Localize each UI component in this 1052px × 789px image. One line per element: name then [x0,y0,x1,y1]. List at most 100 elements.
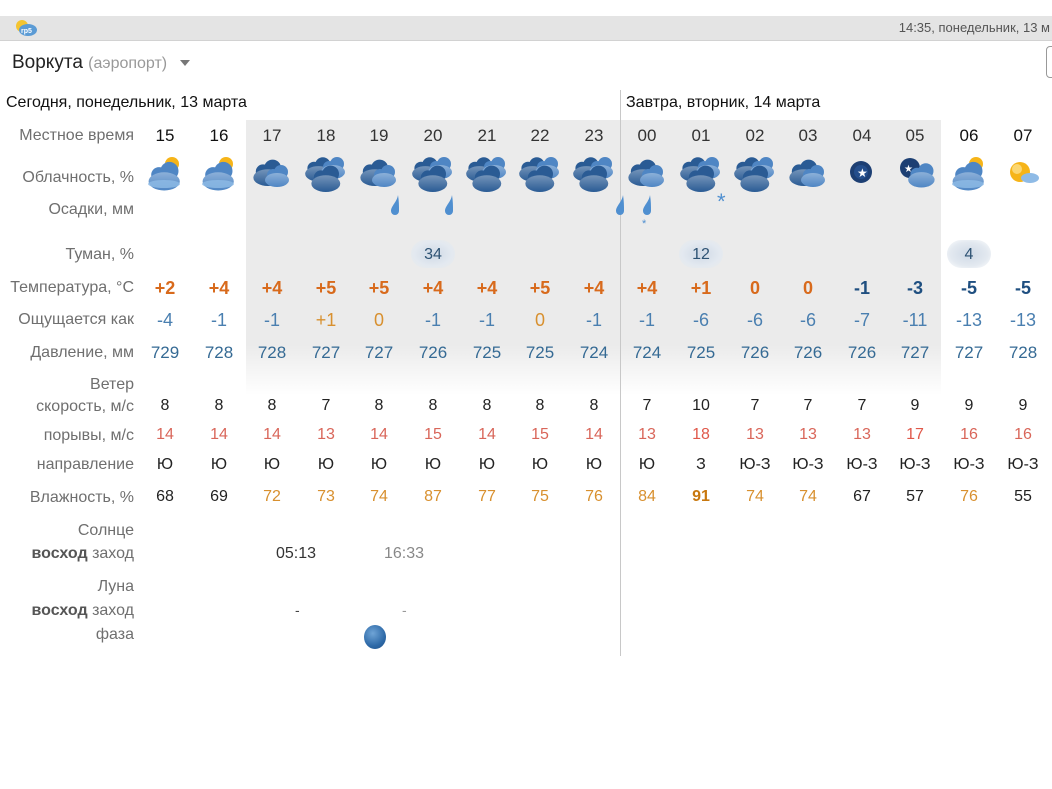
pressure-cell: 724 [632,343,662,362]
humidity-cell: 76 [960,488,978,505]
humidity-cell: 77 [478,488,496,505]
temp-cell: +4 [208,278,230,298]
label-sun: Солнце [77,522,134,539]
label-gusts: порывы, м/с [43,427,134,444]
humidity-cell: 76 [585,488,603,505]
hour-cell: 20 [423,126,443,145]
temp-cell: +4 [636,278,658,298]
direction-cell: Ю-З [953,456,985,473]
rain-drop-icon [388,194,402,221]
hour-cell: 04 [852,126,872,145]
pressure-cell: 727 [900,343,930,362]
label-pressure: Давление, мм [30,344,134,361]
temp-cell: -5 [1014,278,1031,298]
overcast-icon [678,152,724,192]
pressure-cell: 725 [472,343,502,362]
feels-cell: -1 [263,310,280,330]
hour-cell: 16 [209,126,229,145]
feels-cell: -1 [478,310,495,330]
humidity-cell: 87 [424,488,442,505]
label-feels: Ощущается как [18,311,134,328]
hour-cell: 06 [959,126,979,145]
wind-speed-cell: 8 [267,397,277,414]
label-wind-speed: скорость, м/с [36,398,134,415]
humidity-cell: 69 [210,488,228,505]
gust-cell: 14 [156,426,174,443]
pressure-cell: 729 [150,343,180,362]
humidity-cell: 55 [1014,488,1032,505]
temp-cell: -5 [960,278,977,298]
wind-speed-cell: 7 [803,397,813,414]
pressure-cell: 726 [740,343,770,362]
humidity-cell: 57 [906,488,924,505]
humidity-cell: 75 [531,488,549,505]
label-temp: Температура, °C [10,279,134,296]
gust-cell: 16 [960,426,978,443]
temp-cell: +5 [315,278,337,298]
wind-speed-cell: 8 [428,397,438,414]
pressure-cell: 724 [579,343,609,362]
temp-cell: +5 [529,278,551,298]
feels-cell: -6 [746,310,763,330]
city-sub: (аэропорт) [88,55,168,72]
wind-speed-cell: 10 [692,397,710,414]
hour-cell: 05 [905,126,925,145]
menu-button[interactable] [1046,46,1052,78]
direction-cell: Ю [638,456,656,473]
wind-speed-cell: 9 [964,397,974,414]
pressure-cell: 726 [793,343,823,362]
temp-cell: +4 [261,278,283,298]
fog-value: 12 [692,246,710,263]
humidity-cell: 74 [370,488,388,505]
label-sunset: заход [92,545,134,562]
pressure-cell: 726 [418,343,448,362]
location-selector[interactable]: Воркута (аэропорт) [12,52,191,74]
feels-cell: -1 [424,310,441,330]
waning-moon-icon [364,625,386,649]
gust-cell: 18 [692,426,710,443]
temp-cell: -3 [906,278,923,298]
overcast-icon [303,152,349,192]
top-margin [0,0,1052,16]
day-header-tomorrow: Завтра, вторник, 14 марта [626,94,821,111]
hour-cell: 17 [262,126,282,145]
humidity-cell: 68 [156,488,174,505]
wind-speed-cell: 7 [750,397,760,414]
label-moon: Луна [97,578,134,595]
feels-cell: -13 [1009,310,1036,330]
direction-cell: Ю [370,456,388,473]
temp-cell: +4 [422,278,444,298]
pressure-cell: 728 [204,343,234,362]
app-logo-icon: rp5 [16,20,37,36]
label-phase: фаза [95,626,134,643]
snowflake-icon: * [716,189,734,215]
humidity-cell: 67 [853,488,871,505]
gust-cell: 14 [210,426,228,443]
temp-cell: -1 [853,278,870,298]
sunset-time: 16:33 [384,545,425,562]
pressure-cell: 726 [847,343,877,362]
label-humidity: Влажность, % [29,489,134,506]
label-local-time: Местное время [19,127,134,144]
temp-cell: +4 [583,278,605,298]
humidity-cell: 74 [799,488,817,505]
direction-cell: Ю [156,456,174,473]
hour-cell: 03 [798,126,818,145]
gust-cell: 15 [424,426,442,443]
hour-cell: 15 [155,126,175,145]
partly-cloudy-icon [946,152,992,192]
overcast-icon [410,152,456,192]
gust-cell: 17 [906,426,924,443]
overcast-icon [732,152,778,192]
fog-cell: 34 [406,240,460,268]
direction-cell: Ю [585,456,603,473]
cloudy-icon [785,152,831,192]
status-bar: rp5 14:35, понедельник, 13 м [0,16,1052,41]
label-fog: Туман, % [65,246,134,263]
feels-cell: +1 [315,310,337,330]
label-sunrise: восход [31,545,88,562]
overcast-icon [571,152,617,192]
pressure-cell: 727 [311,343,341,362]
svg-text:*: * [642,218,647,228]
temp-cell: +4 [476,278,498,298]
